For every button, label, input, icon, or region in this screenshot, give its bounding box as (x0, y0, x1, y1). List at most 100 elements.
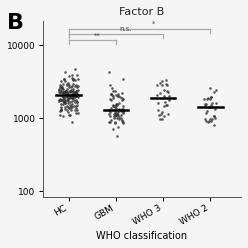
Point (113, 105, 117, 109)
Point (121, 107, 125, 111)
Point (69, 90, 73, 93)
Point (61, 114, 65, 118)
Point (120, 98, 124, 102)
Point (121, 110, 125, 114)
Point (74, 92, 78, 96)
Point (108, 114, 112, 118)
Point (59, 88, 63, 92)
Point (113, 114, 117, 118)
Point (60, 86, 64, 90)
Point (116, 113, 120, 117)
Point (120, 96, 124, 100)
Point (73, 78, 77, 82)
Point (121, 118, 124, 122)
Point (107, 70, 111, 74)
Point (114, 112, 118, 116)
Point (66, 101, 70, 105)
Point (75, 100, 79, 104)
Point (208, 105, 212, 109)
Point (67, 83, 71, 87)
Point (109, 92, 113, 96)
Point (59, 90, 63, 94)
Point (57, 98, 61, 102)
Point (212, 123, 216, 127)
Point (74, 92, 78, 96)
Text: **: ** (93, 32, 100, 38)
Point (68, 100, 72, 104)
Point (63, 107, 67, 111)
Point (67, 96, 71, 100)
Point (75, 100, 79, 104)
Point (75, 92, 79, 96)
Point (202, 97, 206, 101)
Point (72, 98, 76, 102)
Point (115, 116, 119, 120)
Point (58, 83, 62, 87)
Point (108, 120, 112, 124)
Point (58, 98, 62, 102)
Point (68, 106, 72, 110)
Point (74, 94, 78, 98)
Point (212, 90, 216, 93)
Point (120, 91, 124, 95)
Point (61, 95, 65, 99)
Point (75, 103, 79, 107)
Point (209, 105, 213, 109)
Point (107, 112, 111, 116)
Point (66, 81, 70, 85)
Point (209, 119, 213, 123)
Point (203, 117, 207, 121)
Point (160, 79, 164, 83)
Point (69, 95, 73, 99)
Point (208, 86, 212, 90)
Point (58, 91, 62, 94)
Point (121, 104, 125, 108)
Point (155, 109, 159, 113)
Point (122, 111, 125, 115)
Point (68, 103, 72, 107)
Point (61, 102, 65, 106)
Point (61, 90, 64, 94)
Point (64, 89, 68, 93)
Point (206, 120, 210, 124)
Point (75, 85, 79, 89)
Point (113, 110, 117, 114)
Point (120, 107, 124, 111)
Point (119, 113, 123, 117)
Point (70, 99, 74, 103)
Point (68, 95, 72, 99)
Point (75, 89, 79, 93)
Point (69, 104, 73, 108)
Point (155, 93, 159, 97)
Point (157, 113, 161, 117)
Point (65, 87, 69, 91)
Point (75, 92, 79, 96)
Point (71, 96, 75, 100)
Point (71, 77, 75, 81)
Point (210, 117, 214, 121)
Point (57, 90, 61, 94)
Point (62, 77, 66, 81)
Text: *: * (152, 21, 155, 27)
Point (111, 127, 115, 131)
Point (61, 98, 65, 102)
Point (66, 97, 70, 101)
Point (58, 96, 62, 100)
Point (76, 88, 80, 92)
Point (76, 84, 80, 88)
Point (203, 104, 207, 108)
Point (65, 82, 69, 86)
Point (164, 82, 168, 86)
Point (212, 114, 216, 118)
Point (108, 110, 112, 114)
Point (66, 97, 70, 101)
Point (63, 79, 67, 83)
Point (64, 91, 68, 94)
Point (71, 90, 75, 93)
Point (205, 97, 209, 101)
Point (70, 92, 74, 96)
Point (75, 108, 79, 112)
Point (60, 86, 64, 90)
Point (160, 83, 164, 87)
Point (117, 116, 121, 120)
